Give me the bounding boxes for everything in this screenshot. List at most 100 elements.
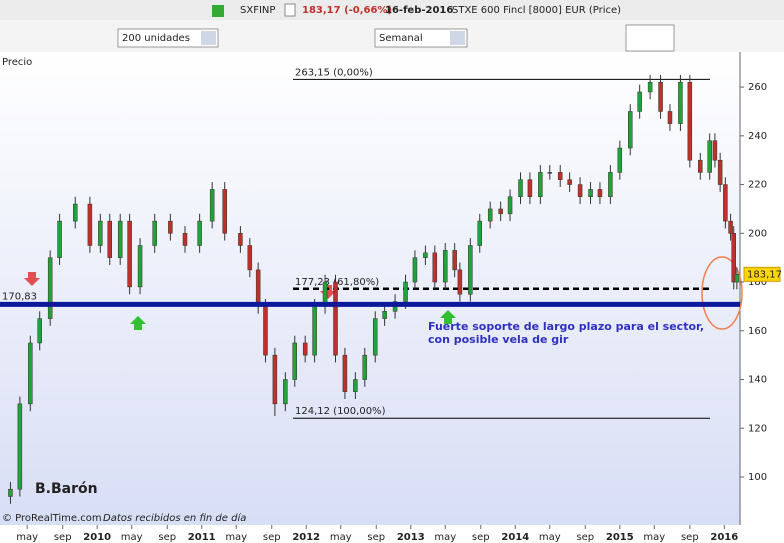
candle-body bbox=[238, 233, 243, 246]
x-tick-label: may bbox=[643, 532, 665, 543]
x-tick-label: may bbox=[16, 532, 38, 543]
candle-body bbox=[538, 172, 543, 198]
candle-body bbox=[57, 220, 62, 258]
candle-body bbox=[723, 184, 728, 222]
info-icon[interactable] bbox=[284, 3, 296, 17]
y-tick-label: 160 bbox=[748, 326, 767, 337]
candle-body bbox=[292, 342, 297, 380]
panel-label: Precio bbox=[2, 57, 32, 68]
x-tick-label: 2014 bbox=[501, 532, 529, 543]
candle-body bbox=[37, 318, 42, 344]
y-tick-label: 180 bbox=[748, 277, 767, 288]
quote: 183,17 (-0,66%) bbox=[302, 5, 392, 16]
date: 16-feb-2016 bbox=[385, 5, 453, 16]
last-price-tag bbox=[743, 266, 781, 282]
annotation: con posible vela de gir bbox=[428, 333, 569, 346]
candle-body bbox=[608, 172, 613, 198]
candle-body bbox=[312, 306, 317, 356]
y-tick-label: 220 bbox=[748, 180, 767, 191]
y-tick-label: 140 bbox=[748, 375, 767, 386]
candle-body bbox=[547, 172, 553, 174]
y-tick-label: 240 bbox=[748, 131, 767, 142]
x-tick-label: may bbox=[434, 532, 456, 543]
candle-body bbox=[73, 203, 78, 222]
candle-body bbox=[353, 379, 358, 392]
candle-body bbox=[728, 220, 733, 234]
candle-body bbox=[283, 379, 288, 405]
candle-body bbox=[372, 318, 378, 356]
x-tick-label: 2012 bbox=[292, 532, 320, 543]
candle-body bbox=[443, 250, 448, 283]
candle-body bbox=[362, 354, 368, 380]
y-tick-label: 260 bbox=[748, 82, 767, 93]
candle-body bbox=[597, 189, 603, 198]
units-select[interactable] bbox=[117, 28, 219, 48]
period-label: Semanal bbox=[379, 33, 423, 44]
candle-body bbox=[527, 179, 533, 198]
candle-body bbox=[687, 81, 693, 161]
candle-body bbox=[197, 220, 202, 246]
buy-arrow bbox=[130, 316, 146, 330]
buy-arrow bbox=[440, 310, 456, 324]
candle-body bbox=[342, 354, 348, 392]
author: B.Barón bbox=[35, 481, 98, 497]
candle-body bbox=[209, 189, 215, 222]
candle-body bbox=[477, 220, 482, 246]
candle-body bbox=[127, 220, 132, 288]
candle-body bbox=[678, 81, 683, 124]
x-tick-label: sep bbox=[681, 532, 699, 543]
units-arrow[interactable] bbox=[201, 31, 216, 45]
y-tick-label: 120 bbox=[748, 423, 767, 434]
header-bar bbox=[0, 0, 784, 20]
symbol: SXFINP bbox=[240, 5, 275, 16]
x-tick-label: may bbox=[330, 532, 352, 543]
x-tick-label: 2016 bbox=[710, 532, 738, 543]
candle-body bbox=[182, 233, 188, 246]
candle-body bbox=[152, 220, 157, 246]
x-tick-label: sep bbox=[54, 532, 72, 543]
candle-body bbox=[28, 342, 33, 405]
candle-body bbox=[382, 311, 387, 319]
period-select[interactable] bbox=[374, 28, 468, 48]
chart-type-button[interactable] bbox=[625, 24, 675, 52]
candle-body bbox=[487, 208, 493, 222]
candle-body bbox=[168, 220, 173, 234]
candle-body bbox=[87, 203, 93, 246]
x-tick-label: 2010 bbox=[83, 532, 111, 543]
fib-label: 263,15 (0,00%) bbox=[295, 67, 373, 78]
candle-body bbox=[731, 233, 736, 283]
x-tick-label: sep bbox=[576, 532, 594, 543]
candle-body bbox=[667, 111, 673, 124]
candle-body bbox=[457, 269, 463, 295]
candle-body bbox=[107, 220, 112, 258]
x-tick-label: may bbox=[225, 532, 247, 543]
fib-label: 124,12 (100,00%) bbox=[295, 406, 386, 417]
candle-body bbox=[518, 179, 523, 198]
instrument: STXE 600 Fincl [8000] EUR (Price) bbox=[452, 5, 621, 16]
y-tick-label: 100 bbox=[748, 472, 767, 483]
candle-body bbox=[567, 179, 572, 185]
candle-body bbox=[247, 245, 253, 271]
x-tick-label: sep bbox=[263, 532, 281, 543]
sell-arrow bbox=[24, 272, 40, 286]
candle-body bbox=[117, 220, 123, 258]
footer-brand: © ProRealTime.com bbox=[2, 513, 102, 524]
candle-body bbox=[255, 269, 261, 307]
candle-body bbox=[507, 196, 513, 215]
candle-body bbox=[734, 274, 740, 283]
candle-body bbox=[588, 189, 593, 198]
candle-body bbox=[403, 281, 408, 302]
period-arrow[interactable] bbox=[450, 31, 465, 45]
candle-body bbox=[263, 306, 268, 356]
candle-body bbox=[617, 147, 623, 173]
candle-body bbox=[637, 91, 642, 112]
x-tick-label: 2015 bbox=[606, 532, 634, 543]
candle-body bbox=[272, 354, 278, 405]
candle-body bbox=[432, 252, 438, 283]
candle-body bbox=[707, 140, 712, 173]
candle-icon bbox=[212, 5, 224, 17]
candle-body bbox=[498, 208, 503, 215]
footer-note: Datos recibidos en fin de día bbox=[103, 512, 246, 524]
